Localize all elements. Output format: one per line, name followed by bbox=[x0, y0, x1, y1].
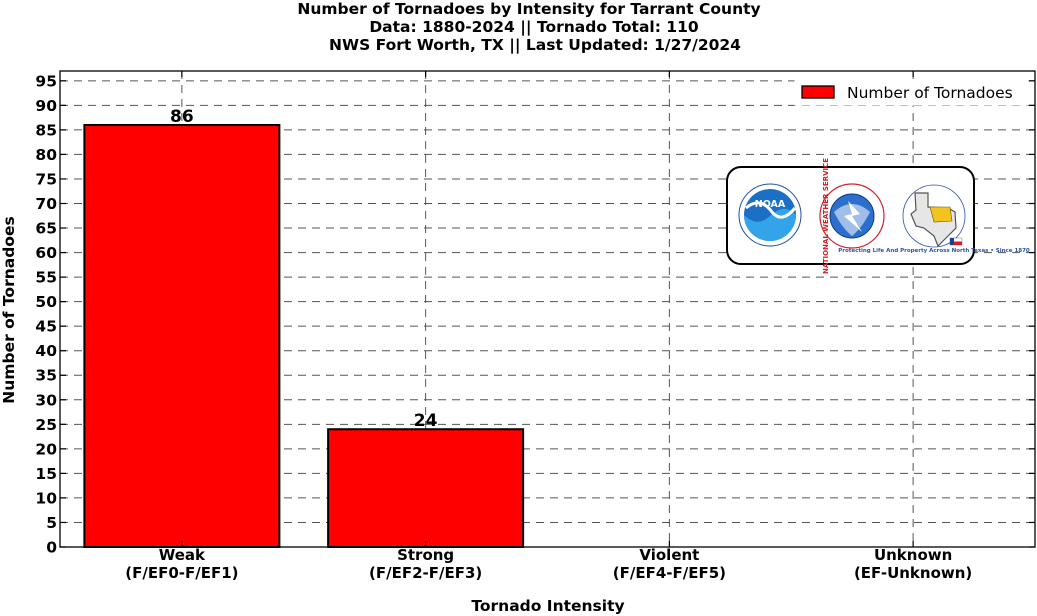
x-tick-label: Strong bbox=[397, 546, 454, 564]
y-tick-label: 95 bbox=[35, 72, 57, 90]
chart-title-line-1: Number of Tornadoes by Intensity for Tar… bbox=[297, 0, 760, 18]
y-tick-label: 45 bbox=[35, 318, 57, 336]
x-tick-sublabel: (F/EF4-F/EF5) bbox=[613, 564, 726, 582]
bars bbox=[83, 123, 525, 549]
y-tick-label: 20 bbox=[35, 440, 57, 458]
y-tick-label: 5 bbox=[46, 514, 57, 532]
x-axis-label: Tornado Intensity bbox=[471, 597, 624, 615]
noaa-logo-text: NOAA bbox=[755, 199, 786, 210]
nws-logo-icon: NATIONAL WEATHER SERVICE bbox=[819, 158, 885, 274]
y-tick-label: 60 bbox=[35, 244, 57, 262]
y-axis-ticks: 0 5 10 15 20 25 30 35 40 45 50 55 60 65 70 75 80 85 90 95 bbox=[35, 72, 1035, 557]
legend-swatch bbox=[801, 85, 835, 99]
plot-frame bbox=[59, 70, 1036, 548]
x-axis-ticks: Weak(F/EF0-F/EF1) Strong(F/EF2-F/EF3) Viol… bbox=[125, 71, 972, 582]
x-tick-sublabel: (EF-Unknown) bbox=[854, 564, 972, 582]
noaa-logo-icon: NOAA bbox=[738, 183, 802, 247]
x-tick-label: Weak bbox=[159, 546, 206, 564]
y-tick-label: 85 bbox=[35, 121, 57, 139]
y-tick-label: 50 bbox=[35, 293, 57, 311]
y-axis-label: Number of Tornadoes bbox=[0, 216, 18, 403]
nws-fort-worth-logo-icon: Protecting Life And Property Across Nort… bbox=[838, 184, 1030, 254]
nws-logo-text: NATIONAL WEATHER SERVICE bbox=[822, 158, 830, 274]
y-tick-label: 80 bbox=[35, 146, 57, 164]
x-tick-label: Unknown bbox=[874, 546, 952, 564]
logo-panel: NOAA NATIONAL WEATHER SERVICE Protecting… bbox=[726, 158, 1030, 274]
y-tick-label: 0 bbox=[46, 539, 57, 557]
y-tick-label: 30 bbox=[35, 391, 57, 409]
y-tick-label: 55 bbox=[35, 269, 57, 287]
y-tick-label: 25 bbox=[35, 416, 57, 434]
chart-title-line-3: NWS Fort Worth, TX || Last Updated: 1/27… bbox=[329, 36, 741, 55]
y-tick-label: 40 bbox=[35, 342, 57, 360]
y-tick-label: 15 bbox=[35, 465, 57, 483]
x-tick-label: Violent bbox=[639, 546, 699, 564]
y-tick-label: 75 bbox=[35, 170, 57, 188]
nws-fort-worth-logo-text: Protecting Life And Property Across Nort… bbox=[838, 248, 1030, 254]
y-tick-label: 10 bbox=[35, 489, 57, 507]
x-tick-sublabel: (F/EF0-F/EF1) bbox=[125, 564, 238, 582]
chart-title: Number of Tornadoes by Intensity for Tar… bbox=[297, 0, 760, 55]
bar-strong bbox=[327, 428, 525, 548]
chart-title-line-2: Data: 1880-2024 || Tornado Total: 110 bbox=[369, 18, 699, 37]
legend-label: Number of Tornadoes bbox=[847, 84, 1013, 102]
y-tick-label: 65 bbox=[35, 220, 57, 238]
data-label: 24 bbox=[414, 411, 438, 431]
legend: Number of Tornadoes bbox=[794, 79, 1029, 106]
bar-weak bbox=[83, 123, 281, 549]
data-labels: 86 24 bbox=[170, 107, 438, 431]
y-tick-label: 70 bbox=[35, 195, 57, 213]
y-tick-label: 90 bbox=[35, 97, 57, 115]
data-label: 86 bbox=[170, 107, 194, 127]
y-tick-label: 35 bbox=[35, 367, 57, 385]
x-tick-sublabel: (F/EF2-F/EF3) bbox=[369, 564, 482, 582]
